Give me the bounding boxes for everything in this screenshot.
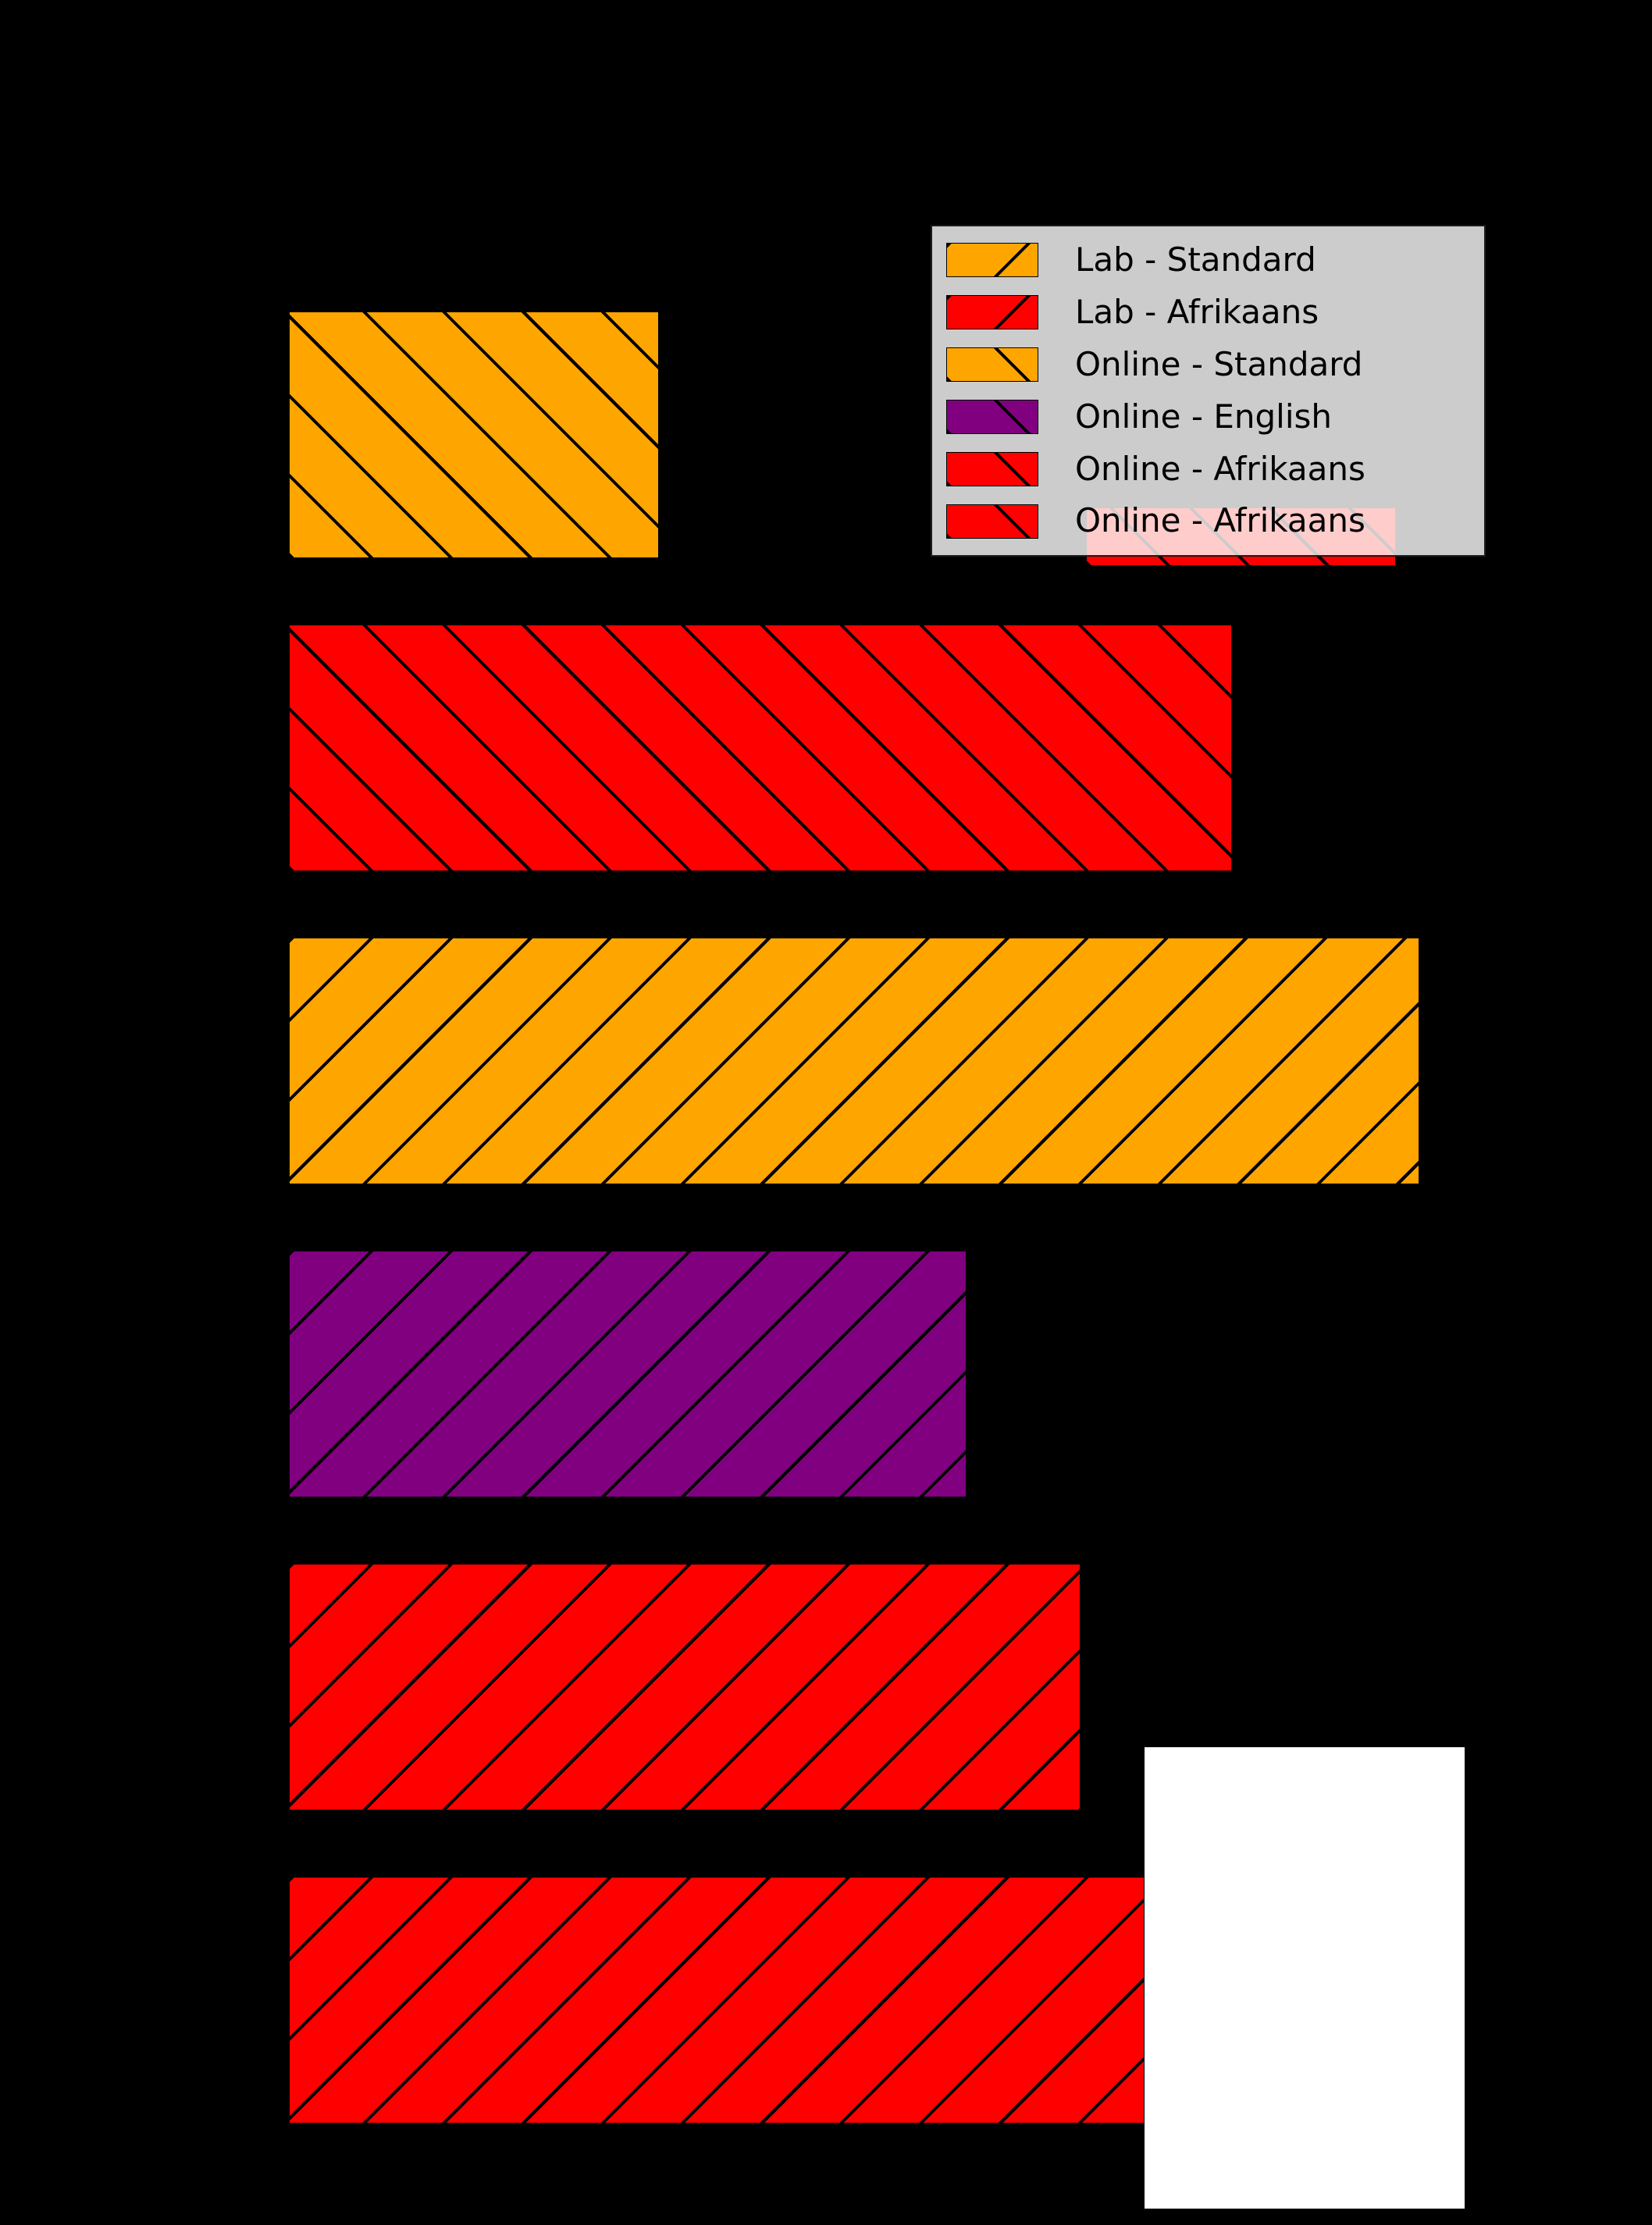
legend-item-4-online-afrikaans: Online - Afrikaans: [946, 449, 1470, 488]
legend-item-3-online-english: Online - English: [946, 397, 1470, 436]
legend-box: Lab - Standard Lab - Afrikaans Online - St…: [931, 225, 1486, 557]
legend-swatch-icon-lab-afrikaans: [946, 295, 1038, 330]
legend-item-1-lab-afrikaans: Lab - Afrikaans: [946, 294, 1470, 330]
bar-4-online-afrikaans: [287, 1562, 1082, 1812]
legend-label: Lab - Afrikaans: [1075, 293, 1319, 332]
legend-swatch-icon-online-afrikaans: [946, 451, 1038, 486]
legend-item-0-lab-standard: Lab - Standard: [946, 242, 1470, 278]
legend-label: Online - Afrikaans: [1075, 501, 1365, 540]
legend-swatch-icon-online-afrikaans: [946, 504, 1038, 539]
white-overlay-box: [1145, 1747, 1465, 2209]
legend-swatch-icon-online-english: [946, 399, 1038, 434]
bar-5-online-afrikaans: [287, 1875, 1146, 2125]
bar-1-lab-afrikaans: [287, 623, 1234, 873]
legend-swatch-icon-lab-standard: [946, 243, 1038, 278]
legend-label: Online - English: [1075, 397, 1332, 436]
bar-2-online-standard: [287, 936, 1421, 1186]
legend-label: Online - Standard: [1075, 344, 1363, 383]
legend-item-2-online-standard: Online - Standard: [946, 344, 1470, 383]
legend-item-5-online-afrikaans: Online - Afrikaans: [946, 503, 1470, 539]
bar-3-online-english: [287, 1249, 968, 1499]
legend-swatch-icon-online-standard: [946, 347, 1038, 383]
bar-0-lab-standard: [287, 310, 660, 560]
legend-label: Lab - Standard: [1075, 240, 1316, 279]
legend-label: Online - Afrikaans: [1075, 449, 1365, 488]
